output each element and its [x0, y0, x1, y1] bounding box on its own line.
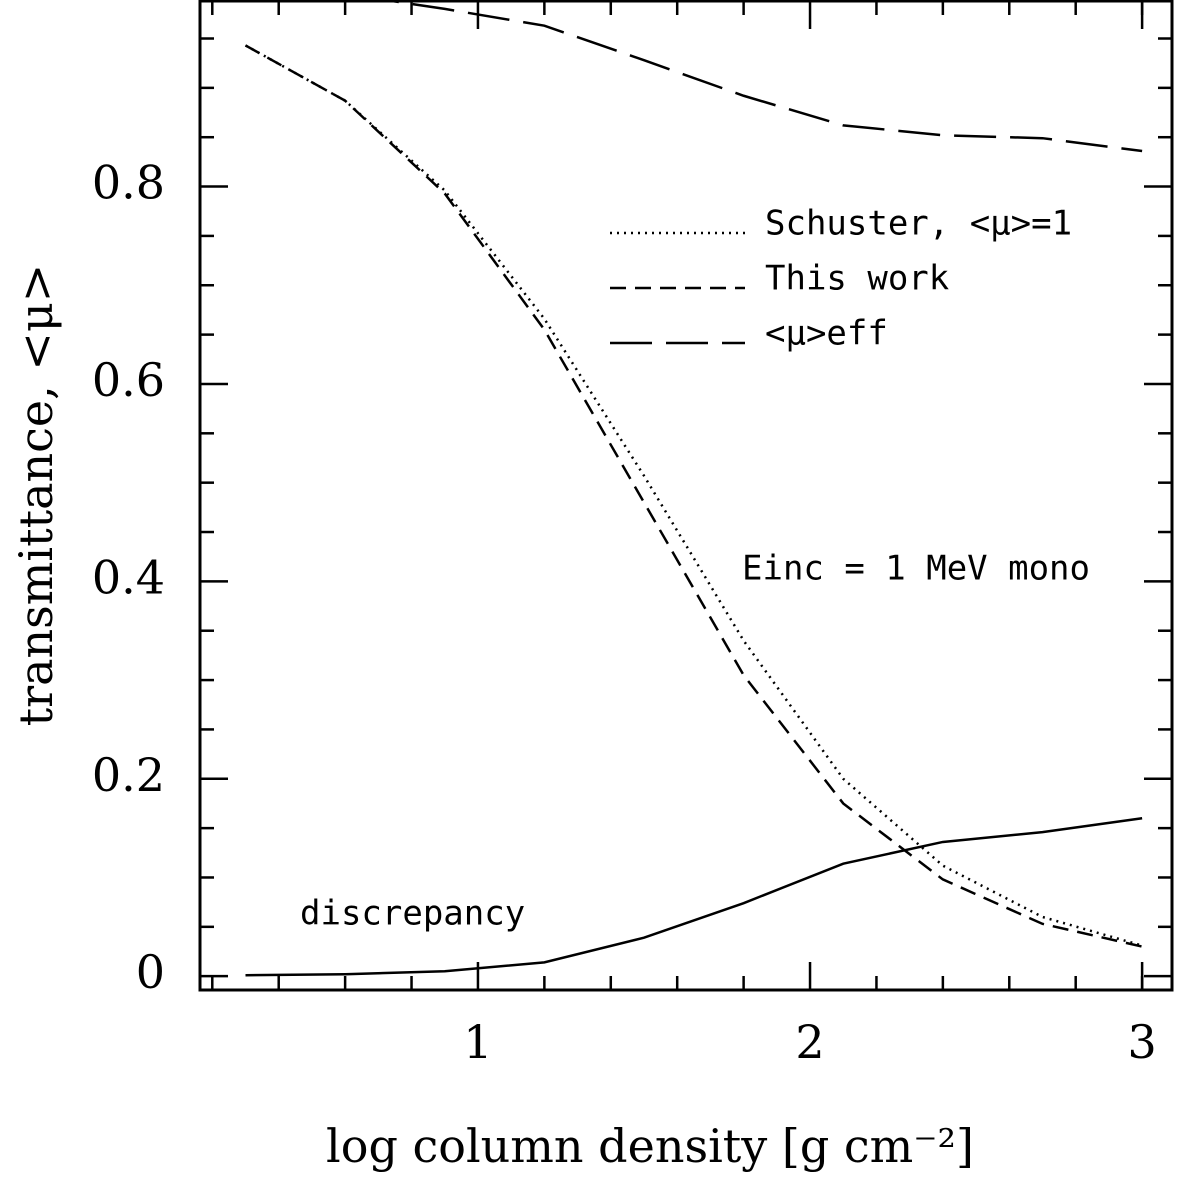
- line: [244, 44, 1143, 948]
- line: [244, 44, 1143, 947]
- legend-label: Schuster, <μ>=1: [765, 204, 1072, 244]
- legend-label: This work: [765, 259, 949, 299]
- y-tick-label: 0.4: [92, 550, 165, 604]
- plot-frame: [198, 0, 1174, 992]
- series-label: discrepancy: [300, 894, 525, 934]
- x-tick-label: 3: [1127, 1015, 1156, 1069]
- y-axis-label: transmittance, <μ>: [9, 264, 63, 727]
- x-tick-label: 1: [463, 1015, 492, 1069]
- y-tick-label: 0.2: [92, 748, 165, 802]
- plot-area: [244, 0, 1143, 977]
- annotation: Einc = 1 MeV mono: [742, 549, 1090, 589]
- y-tick-label: 0: [136, 945, 165, 999]
- line: [376, 0, 1143, 153]
- y-tick-label: 0.6: [92, 353, 165, 407]
- x-tick-label: 2: [795, 1015, 824, 1069]
- y-tick-label: 0.8: [92, 156, 165, 210]
- x-axis-label: log column density [g cm⁻²]: [326, 1119, 974, 1173]
- line: [245, 817, 1143, 977]
- legend-label: <μ>eff: [765, 314, 888, 354]
